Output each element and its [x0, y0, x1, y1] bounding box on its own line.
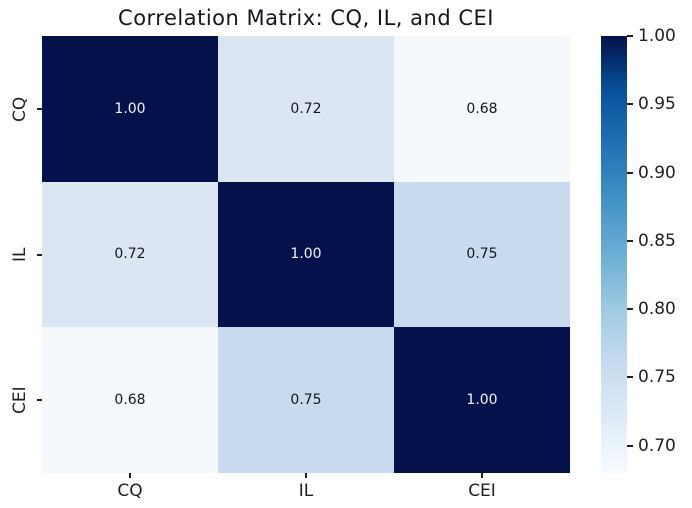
colorbar-tick-label-1.00: 1.00 — [638, 26, 676, 46]
y-tick-label-CQ: CQ — [10, 96, 30, 122]
colorbar-tick-mark — [627, 376, 633, 379]
x-tick-label-CQ: CQ — [117, 481, 143, 501]
chart-title: Correlation Matrix: CQ, IL, and CEI — [118, 6, 494, 30]
colorbar-tick-mark — [627, 171, 633, 174]
heatmap-grid: 1.00 0.72 0.68 0.72 1.00 0.75 0.68 0.75 1.00 — [42, 36, 570, 473]
x-tick-mark — [305, 473, 307, 478]
colorbar-tick-mark — [627, 444, 633, 447]
y-tick-mark — [37, 253, 42, 256]
colorbar-tick-mark — [627, 35, 633, 37]
x-tick-label-CEI: CEI — [468, 481, 496, 501]
y-tick-label-IL: IL — [10, 247, 30, 262]
heatmap-cell-CQ-CQ: 1.00 — [42, 36, 218, 182]
heatmap-cell-IL-CQ: 0.72 — [42, 181, 218, 328]
colorbar-tick-mark — [627, 308, 633, 311]
colorbar-tick-mark — [627, 103, 633, 106]
colorbar-tick-label-0.75: 0.75 — [638, 367, 676, 388]
heatmap-cell-IL-IL: 1.00 — [218, 181, 394, 328]
heatmap-cell-CEI-CEI: 1.00 — [394, 327, 570, 473]
y-tick-mark — [37, 399, 42, 402]
x-tick-mark — [481, 473, 483, 478]
colorbar-tick-mark — [627, 239, 633, 242]
heatmap-cell-CQ-IL: 0.72 — [218, 36, 394, 182]
heatmap-cell-CQ-CEI: 0.68 — [394, 36, 570, 182]
heatmap-cell-IL-CEI: 0.75 — [394, 181, 570, 328]
colorbar-tick-label-0.95: 0.95 — [638, 94, 676, 115]
colorbar-tick-label-0.90: 0.90 — [638, 162, 676, 183]
heatmap-cell-CEI-IL: 0.75 — [218, 327, 394, 473]
colorbar — [601, 36, 627, 473]
colorbar-tick-label-0.85: 0.85 — [638, 230, 676, 251]
x-tick-mark — [129, 473, 131, 478]
y-tick-mark — [37, 107, 42, 110]
heatmap-cell-CEI-CQ: 0.68 — [42, 327, 218, 473]
colorbar-tick-label-0.80: 0.80 — [638, 299, 676, 320]
y-tick-label-CEI: CEI — [10, 386, 30, 414]
x-tick-label-IL: IL — [298, 481, 314, 501]
colorbar-tick-label-0.70: 0.70 — [638, 435, 676, 456]
